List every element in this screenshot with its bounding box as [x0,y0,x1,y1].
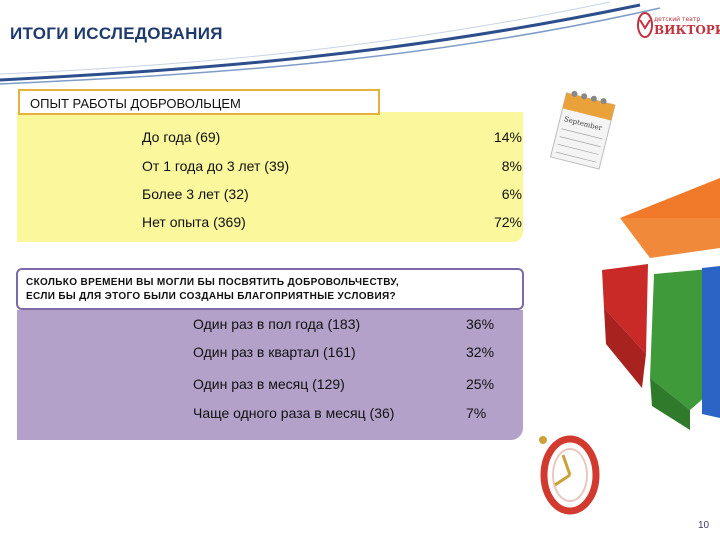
page-title: ИТОГИ ИССЛЕДОВАНИЯ [10,24,223,43]
row-value: 25% [466,376,495,392]
row-value: 7% [466,405,487,421]
section2-heading-line1: СКОЛЬКО ВРЕМЕНИ ВЫ МОГЛИ БЫ ПОСВЯТИТЬ ДО… [26,277,399,288]
logo-name: ВИКТОРИЯ [654,23,720,37]
row-value: 72% [493,214,522,230]
row-value: 14% [493,129,522,145]
section2-heading: СКОЛЬКО ВРЕМЕНИ ВЫ МОГЛИ БЫ ПОСВЯТИТЬ ДО… [16,268,524,310]
row-value: 36% [466,316,495,332]
logo-subtitle: детский театр [654,16,701,23]
row-value: 32% [466,344,495,360]
pie-illustration [602,178,720,430]
row-label: Нет опыта (369) [142,214,246,230]
row-label: До года (69) [142,129,221,145]
row-label: Один раз в квартал (161) [193,344,356,360]
calendar-icon: September [549,90,616,170]
row-label: Один раз в пол года (183) [193,316,361,332]
logo: детский театр ВИКТОРИЯ [636,8,720,48]
row-label: Более 3 лет (32) [142,186,249,202]
row-value: 8% [501,158,522,174]
clock-icon [539,435,600,515]
header-swoosh [0,1,661,85]
row-label: Чаще одного раза в месяц (36) [193,405,395,421]
section2-panel [17,310,523,440]
section1-panel [17,112,523,242]
logo-mark-icon [637,12,653,38]
row-label: Один раз в месяц (129) [193,376,345,392]
section2-heading-line2: ЕСЛИ БЫ ДЛЯ ЭТОГО БЫЛИ СОЗДАНЫ БЛАГОПРИЯ… [26,291,396,302]
row-label: От 1 года до 3 лет (39) [142,158,290,174]
page-number: 10 [698,520,710,531]
section1-heading: ОПЫТ РАБОТЫ ДОБРОВОЛЬЦЕМ [18,89,380,115]
row-value: 6% [501,186,522,202]
